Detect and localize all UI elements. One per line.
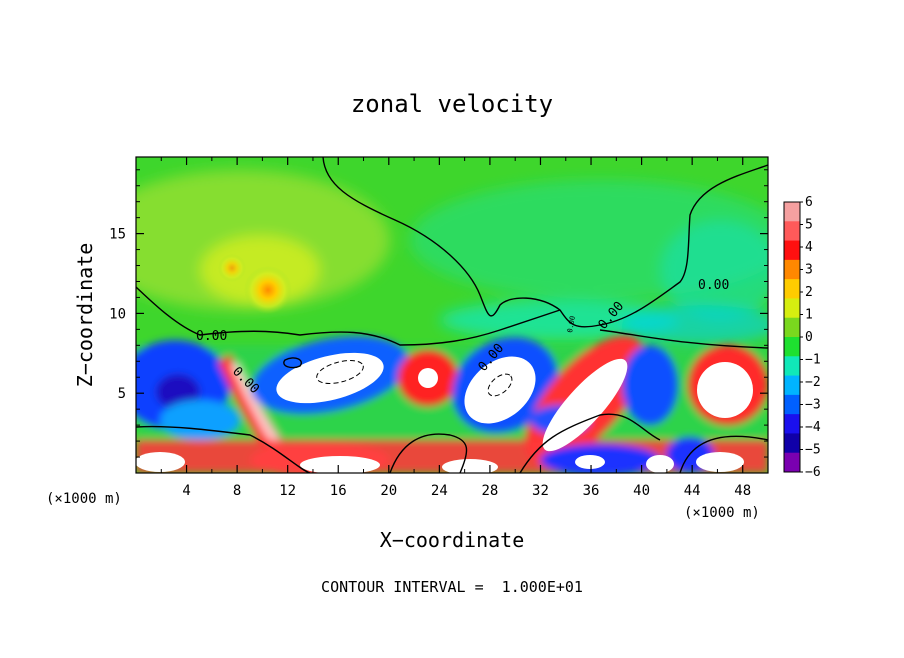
colorbar-swatch xyxy=(784,279,800,299)
chart-title: zonal velocity xyxy=(351,90,553,118)
colorbar-label: 1 xyxy=(805,308,813,323)
contour-interval-note: CONTOUR INTERVAL = 1.000E+01 xyxy=(321,578,583,596)
x-unit-left: (×1000 m) xyxy=(46,491,122,507)
colorbar: 6 5 4 3 2 1 0 −1 −2 −3 −4 −5 −6 xyxy=(783,195,821,480)
contour-label: 0.00 xyxy=(698,278,729,293)
colorbar-label: 4 xyxy=(805,240,813,255)
y-axis-ticks: 5 10 15 xyxy=(109,169,768,458)
colorbar-swatch xyxy=(784,375,800,396)
colorbar-label: 5 xyxy=(805,218,813,233)
x-tick-label: 24 xyxy=(431,483,448,499)
colorbar-label: 3 xyxy=(805,263,813,278)
contour-label: 0.00 xyxy=(196,329,227,344)
colorbar-label: −4 xyxy=(805,420,821,435)
x-tick-label: 40 xyxy=(633,483,650,499)
x-axis-ticks: 4 8 12 16 20 24 28 32 36 40 44 48 xyxy=(160,157,751,499)
colorbar-label: 0 xyxy=(805,330,813,345)
y-tick-label: 10 xyxy=(109,306,126,322)
colorbar-swatch xyxy=(784,259,800,280)
y-tick-label: 5 xyxy=(118,386,126,402)
x-tick-label: 28 xyxy=(481,483,498,499)
colorbar-swatch xyxy=(784,433,800,454)
x-axis-title: X−coordinate xyxy=(380,528,525,552)
colorbar-swatch xyxy=(784,221,800,242)
colorbar-swatch xyxy=(784,202,800,222)
colorbar-label: −6 xyxy=(805,465,821,480)
x-tick-label: 20 xyxy=(380,483,397,499)
plot-frame xyxy=(135,156,769,474)
colorbar-swatch xyxy=(784,337,800,357)
x-tick-label: 12 xyxy=(279,483,296,499)
colorbar-swatch xyxy=(784,394,800,415)
x-tick-label: 16 xyxy=(330,483,347,499)
x-tick-label: 36 xyxy=(583,483,600,499)
colorbar-label: 2 xyxy=(805,285,813,300)
y-axis-title: Z−coordinate xyxy=(73,243,97,388)
colorbar-swatch xyxy=(784,452,800,473)
heatmap-field xyxy=(136,157,768,473)
colorbar-label: −5 xyxy=(805,443,821,458)
colorbar-swatch xyxy=(784,414,800,434)
x-tick-label: 32 xyxy=(532,483,549,499)
x-tick-label: 48 xyxy=(734,483,751,499)
x-unit-right: (×1000 m) xyxy=(684,505,760,521)
contour-label: 0.00 xyxy=(566,315,577,333)
x-tick-label: 4 xyxy=(182,483,190,499)
x-tick-label: 44 xyxy=(684,483,701,499)
y-tick-label: 15 xyxy=(109,227,126,243)
colorbar-label: −1 xyxy=(805,353,821,368)
x-tick-label: 8 xyxy=(233,483,241,499)
colorbar-label: 6 xyxy=(805,195,813,210)
colorbar-label: −3 xyxy=(805,398,821,413)
colorbar-swatch xyxy=(784,356,800,377)
colorbar-label: −2 xyxy=(805,375,821,390)
colorbar-swatch xyxy=(784,317,800,338)
colorbar-swatch xyxy=(784,240,800,261)
colorbar-swatch xyxy=(784,298,800,319)
